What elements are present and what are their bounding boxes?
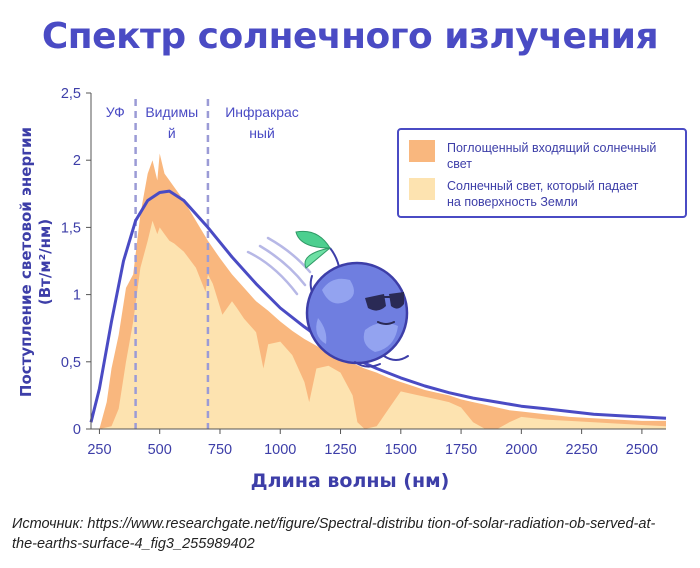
sunglasses-lens-left	[365, 294, 386, 311]
y-tick-label: 2	[73, 153, 81, 169]
legend-label-surface-line-1: Солнечный свет, который падает	[447, 179, 639, 193]
x-tick-label: 1750	[445, 442, 477, 458]
x-tick-label: 1250	[324, 442, 356, 458]
legend-label-absorbed-line-1: Поглощенный входящий солнечный	[447, 141, 657, 155]
mascot-leg-left	[354, 361, 381, 368]
motion-line-1	[246, 250, 299, 296]
globe-icon	[305, 261, 409, 365]
legend-swatch-surface	[409, 178, 435, 200]
leaf-icon-1	[295, 230, 331, 249]
region-label-visible-line-2: й	[168, 125, 176, 141]
x-axis-label: Длина волны (нм)	[250, 470, 450, 492]
earth-mascot-illustration	[246, 230, 409, 368]
x-tick-label: 500	[148, 442, 172, 458]
sunglasses-lens-right	[389, 292, 404, 309]
legend-item-absorbed: Поглощенный входящий солнечный свет	[409, 140, 677, 172]
x-tick-label: 250	[87, 442, 111, 458]
x-tick-label: 1500	[385, 442, 417, 458]
legend: Поглощенный входящий солнечный свет Солн…	[397, 128, 687, 218]
globe-continent-2	[363, 322, 398, 352]
leaf-icon-2	[304, 247, 331, 269]
region-label-uv: УФ	[106, 104, 125, 120]
x-tick-label: 2500	[626, 442, 658, 458]
motion-line-3	[266, 236, 312, 274]
y-tick-label: 0,5	[61, 355, 81, 371]
region-label-infrared-line-1: Инфракрас	[225, 104, 299, 120]
mascot-mouth	[377, 321, 395, 325]
region-label-infrared-line-2: ный	[249, 125, 275, 141]
x-tick-label: 2250	[565, 442, 597, 458]
globe-continent-3	[316, 318, 327, 344]
series-area-surface	[99, 220, 666, 429]
y-tick-label: 1,5	[61, 220, 81, 236]
legend-label-absorbed: Поглощенный входящий солнечный свет	[447, 140, 677, 172]
legend-label-surface-line-2: на поверхность Земли	[447, 195, 578, 209]
mascot-leg-right	[383, 355, 409, 361]
legend-item-surface: Солнечный свет, который падает на поверх…	[409, 178, 677, 210]
x-tick-label: 750	[208, 442, 232, 458]
legend-label-absorbed-line-2: свет	[447, 157, 473, 171]
globe-continent-1	[322, 278, 354, 304]
y-tick-label: 2,5	[61, 86, 81, 102]
chart-title: Спектр солнечного излучения	[41, 16, 659, 57]
legend-swatch-absorbed	[409, 140, 435, 162]
motion-line-2	[258, 244, 307, 287]
region-label-visible-line-1: Видимы	[145, 104, 198, 120]
source-caption: Источник: https://www.researchgate.net/f…	[12, 516, 656, 552]
y-tick-label: 0	[73, 422, 81, 438]
x-tick-label: 1000	[264, 442, 296, 458]
x-tick-label: 2000	[505, 442, 537, 458]
y-tick-label: 1	[73, 288, 81, 304]
solar-spectrum-chart: 0 0,5 1 1,5 2 2,5 250 500 750 1000 1250 1500 1750 200…	[61, 86, 667, 458]
legend-label-surface: Солнечный свет, который падает на поверх…	[447, 178, 677, 210]
